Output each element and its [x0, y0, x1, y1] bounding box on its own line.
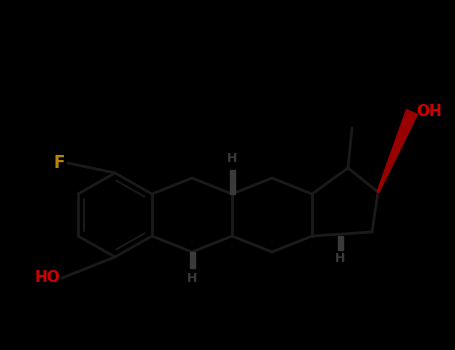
- Text: H: H: [187, 272, 197, 285]
- Polygon shape: [229, 170, 234, 194]
- Polygon shape: [189, 252, 194, 268]
- Polygon shape: [338, 236, 343, 250]
- Text: F: F: [54, 154, 65, 172]
- Text: OH: OH: [416, 105, 442, 119]
- Text: H: H: [335, 252, 345, 265]
- Text: H: H: [227, 152, 237, 164]
- Polygon shape: [377, 110, 418, 192]
- Text: HO: HO: [34, 271, 60, 286]
